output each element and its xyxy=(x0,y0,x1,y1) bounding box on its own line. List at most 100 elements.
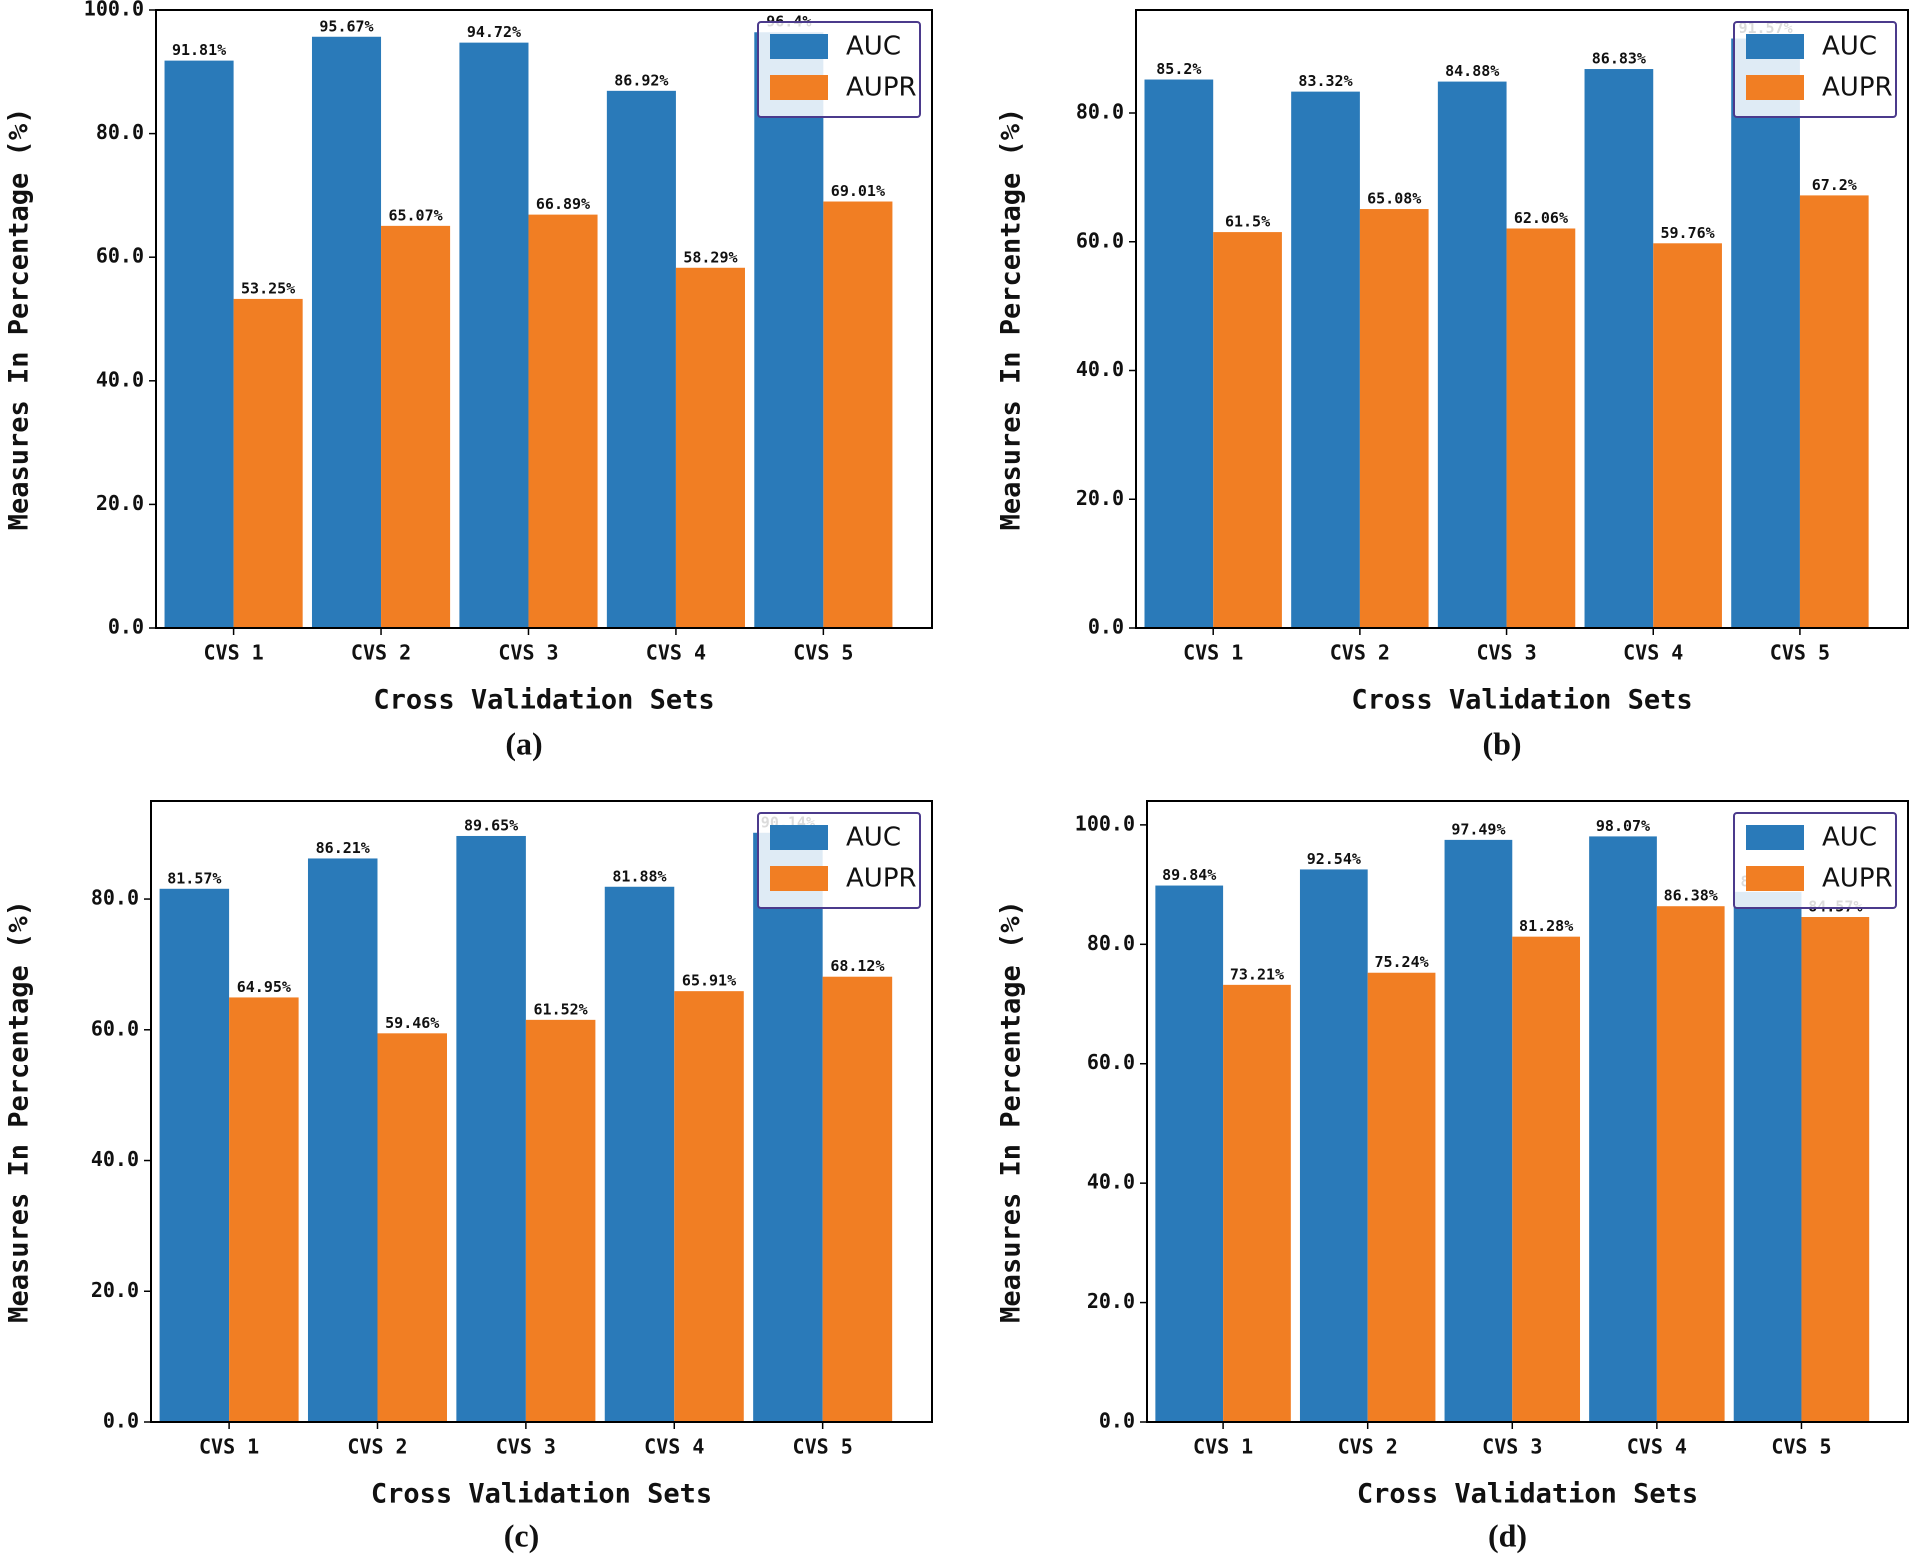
x-tick-label: CVS 1 xyxy=(203,641,263,665)
bar xyxy=(604,886,675,1422)
value-label: 86.83% xyxy=(1592,50,1646,68)
legend-swatch xyxy=(1746,75,1804,100)
y-tick-label: 60.0 xyxy=(1076,228,1124,252)
y-axis-label: Measures In Percentage (%) xyxy=(4,900,35,1323)
legend-swatch xyxy=(1746,866,1804,891)
value-label: 65.08% xyxy=(1367,190,1421,208)
bar xyxy=(229,997,299,1422)
bar xyxy=(528,214,598,628)
bar xyxy=(456,835,526,1422)
x-tick-label: CVS 3 xyxy=(1482,1435,1542,1459)
bar xyxy=(1223,984,1291,1422)
chart-caption: (c) xyxy=(504,1517,540,1553)
bar xyxy=(753,832,823,1422)
x-axis-label: Cross Validation Sets xyxy=(1351,685,1692,716)
legend-swatch xyxy=(1746,34,1804,59)
legend-swatch xyxy=(770,34,828,59)
value-label: 65.07% xyxy=(388,206,442,224)
legend-label: AUPR xyxy=(846,73,917,103)
value-label: 86.21% xyxy=(316,839,370,857)
bar xyxy=(159,888,230,1422)
value-label: 98.07% xyxy=(1596,817,1650,835)
bar xyxy=(1506,228,1576,628)
x-tick-label: CVS 5 xyxy=(1770,641,1830,665)
y-tick-label: 100.0 xyxy=(84,0,144,21)
bar xyxy=(1359,209,1429,629)
y-tick-label: 40.0 xyxy=(1087,1170,1135,1194)
bar xyxy=(1213,232,1282,628)
plot-frame xyxy=(1146,800,1909,1423)
x-tick-label: CVS 5 xyxy=(793,641,853,665)
value-label: 81.28% xyxy=(1519,917,1573,935)
x-tick-label: CVS 5 xyxy=(793,1435,853,1459)
y-tick-label: 20.0 xyxy=(91,1278,139,1302)
value-label: 89.65% xyxy=(464,816,518,834)
value-label: 64.95% xyxy=(237,978,291,996)
y-tick-label: 80.0 xyxy=(1076,100,1124,124)
value-label: 89.84% xyxy=(1162,866,1216,884)
bar xyxy=(233,298,303,628)
value-label: 94.72% xyxy=(467,23,521,41)
bar xyxy=(823,201,893,629)
value-label: 91.81% xyxy=(172,41,226,59)
y-tick-label: 0.0 xyxy=(1099,1409,1135,1433)
chart-caption: (a) xyxy=(505,725,542,761)
legend-swatch xyxy=(770,75,828,100)
x-tick-label: CVS 4 xyxy=(644,1435,704,1459)
x-tick-label: CVS 1 xyxy=(199,1435,259,1459)
bar xyxy=(1299,869,1368,1422)
x-tick-label: CVS 2 xyxy=(1330,641,1390,665)
y-tick-label: 0.0 xyxy=(103,1409,139,1433)
value-label: 59.76% xyxy=(1661,224,1715,242)
value-label: 95.67% xyxy=(319,17,373,35)
bar xyxy=(674,991,744,1422)
y-axis-label: Measures In Percentage (%) xyxy=(4,108,35,531)
x-axis-label: Cross Validation Sets xyxy=(371,1479,712,1510)
x-tick-label: CVS 2 xyxy=(1338,1435,1398,1459)
y-tick-label: 40.0 xyxy=(1076,357,1124,381)
plot-frame xyxy=(1135,9,1909,629)
y-tick-label: 40.0 xyxy=(91,1147,139,1171)
bar xyxy=(1589,836,1657,1422)
bar xyxy=(1144,79,1214,628)
bar xyxy=(311,36,382,628)
value-label: 85.2% xyxy=(1156,60,1201,78)
y-tick-label: 60.0 xyxy=(91,1016,139,1040)
x-tick-label: CVS 4 xyxy=(1627,1435,1687,1459)
bar xyxy=(381,225,451,628)
x-axis-label: Cross Validation Sets xyxy=(373,685,714,716)
legend-label: AUC xyxy=(846,823,901,853)
value-label: 67.2% xyxy=(1812,176,1857,194)
plot-frame xyxy=(150,800,933,1423)
value-label: 97.49% xyxy=(1451,820,1505,838)
y-tick-label: 20.0 xyxy=(1076,486,1124,510)
bar xyxy=(1584,69,1654,629)
bar xyxy=(1799,195,1869,628)
bar xyxy=(377,1033,447,1422)
value-label: 73.21% xyxy=(1230,965,1284,983)
legend-label: AUPR xyxy=(846,864,917,894)
x-tick-label: CVS 2 xyxy=(347,1435,407,1459)
x-axis-label: Cross Validation Sets xyxy=(1357,1479,1698,1510)
value-label: 59.46% xyxy=(385,1014,439,1032)
y-tick-label: 40.0 xyxy=(96,367,144,391)
bar xyxy=(1733,891,1802,1422)
bar xyxy=(822,976,893,1422)
bar xyxy=(1801,917,1870,1422)
legend-swatch xyxy=(770,866,828,891)
value-label: 61.52% xyxy=(534,1000,588,1018)
bar xyxy=(1512,936,1581,1422)
y-tick-label: 80.0 xyxy=(96,120,144,144)
y-tick-label: 60.0 xyxy=(96,244,144,268)
value-label: 53.25% xyxy=(241,279,295,297)
legend-swatch xyxy=(1746,825,1804,850)
bar xyxy=(1367,972,1436,1422)
bar xyxy=(525,1019,596,1422)
value-label: 86.92% xyxy=(614,71,668,89)
bar xyxy=(1291,91,1360,628)
y-tick-label: 80.0 xyxy=(91,886,139,910)
x-tick-label: CVS 1 xyxy=(1183,641,1243,665)
legend-label: AUPR xyxy=(1822,864,1893,894)
bar xyxy=(1155,885,1224,1422)
